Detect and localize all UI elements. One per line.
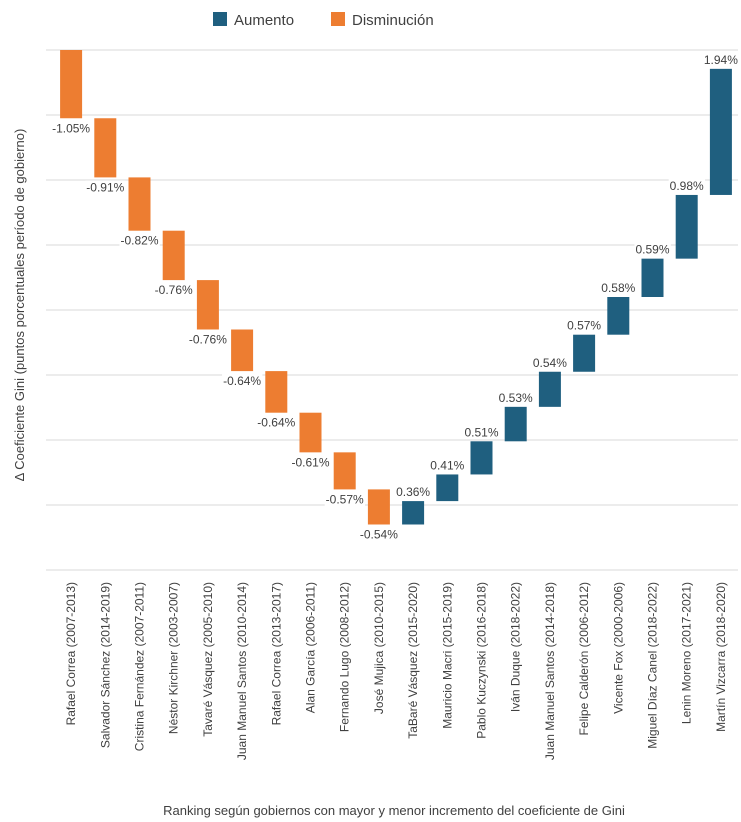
category-tick-label: Néstor Kirchner (2003-2007) bbox=[167, 582, 181, 734]
bar bbox=[299, 412, 322, 453]
data-label-background bbox=[429, 458, 466, 473]
bar bbox=[367, 489, 390, 525]
category-tick-label: Vicente Fox (2000-2006) bbox=[611, 582, 625, 714]
data-label-background bbox=[395, 485, 432, 500]
data-label: -0.82% bbox=[120, 234, 158, 248]
data-label: 0.59% bbox=[635, 243, 669, 257]
data-label-background bbox=[222, 374, 263, 389]
data-label: 0.53% bbox=[499, 391, 533, 405]
legend-swatch-aumento bbox=[213, 12, 227, 26]
bars bbox=[60, 50, 732, 525]
bar bbox=[162, 230, 185, 281]
bar bbox=[641, 258, 664, 297]
data-label-background bbox=[600, 281, 637, 295]
data-label-background bbox=[463, 425, 500, 440]
bar bbox=[504, 406, 527, 442]
bar bbox=[231, 329, 254, 372]
category-tick-label: Felipe Calderón (2006-2012) bbox=[577, 582, 591, 735]
data-label: -0.64% bbox=[257, 416, 295, 430]
bar bbox=[675, 194, 698, 259]
data-label: 0.36% bbox=[396, 485, 430, 499]
category-tick-label: Fernando Lugo (2008-2012) bbox=[338, 582, 352, 732]
category-tick-label: TaBaré Vásquez (2015-2020) bbox=[406, 582, 420, 739]
y-axis-title: Δ Coeficiente Gini (puntos porcentuales … bbox=[12, 129, 27, 482]
category-tick-label: José Mujica (2010-2015) bbox=[372, 582, 386, 714]
data-label-background bbox=[634, 242, 671, 257]
category-tick-label: Juan Manuel Santos (2010-2014) bbox=[235, 582, 249, 760]
data-label: -0.76% bbox=[155, 283, 193, 297]
bar bbox=[470, 441, 493, 475]
data-label-background bbox=[51, 121, 92, 136]
data-label: -0.54% bbox=[360, 528, 398, 542]
bar bbox=[196, 280, 219, 330]
data-label: 0.51% bbox=[464, 425, 498, 439]
data-label: 0.58% bbox=[601, 281, 635, 295]
category-tick-label: Iván Duque (2018-2022) bbox=[509, 582, 523, 712]
bar bbox=[265, 371, 288, 413]
category-tick-label: Juan Manuel Santos (2014-2018) bbox=[543, 582, 557, 760]
category-tick-label: Alan García (2006-2011) bbox=[304, 582, 318, 713]
bar bbox=[60, 50, 83, 119]
bar bbox=[436, 474, 459, 502]
bar bbox=[94, 118, 117, 178]
data-label-background bbox=[566, 318, 603, 333]
data-label-background bbox=[531, 355, 569, 370]
bar bbox=[402, 501, 425, 525]
data-label: 0.98% bbox=[670, 179, 704, 193]
data-label: -0.91% bbox=[86, 180, 124, 194]
data-label: 1.94% bbox=[704, 53, 738, 67]
category-tick-label: Lenin Moreno (2017-2021) bbox=[680, 582, 694, 724]
data-label-background bbox=[85, 180, 126, 195]
data-label: -0.64% bbox=[223, 374, 261, 388]
data-label: -0.61% bbox=[291, 455, 329, 469]
bar bbox=[128, 177, 151, 231]
legend: Aumento Disminución bbox=[213, 12, 434, 29]
bar bbox=[607, 297, 630, 335]
data-label-background bbox=[668, 178, 706, 193]
data-label-background bbox=[324, 492, 366, 507]
bar bbox=[333, 452, 356, 490]
category-tick-label: Cristina Fernández (2007-2011) bbox=[133, 582, 147, 751]
data-label: -0.76% bbox=[189, 333, 227, 347]
data-label-background bbox=[256, 415, 297, 430]
category-tick-label: Martín Vizcarra (2018-2020) bbox=[714, 582, 728, 732]
data-label-background bbox=[153, 283, 195, 298]
bar bbox=[709, 68, 732, 195]
bar bbox=[538, 371, 561, 407]
data-label: -1.05% bbox=[52, 121, 90, 135]
category-tick-label: Pablo Kuczynski (2016-2018) bbox=[475, 582, 489, 739]
data-label: 0.41% bbox=[430, 458, 464, 472]
category-tick-label: Miguel Díaz Canel (2018-2022) bbox=[646, 582, 660, 749]
x-axis-title: Ranking según gobiernos con mayor y meno… bbox=[163, 803, 625, 818]
category-tick-labels: Rafael Correa (2007-2013) Salvador Sánche… bbox=[64, 582, 728, 760]
data-label: -0.57% bbox=[326, 492, 364, 506]
data-label-background bbox=[290, 455, 331, 470]
category-tick-label: Tavaré Vásquez (2005-2010) bbox=[201, 582, 215, 737]
data-label-background bbox=[702, 52, 740, 67]
data-label-background bbox=[358, 527, 400, 542]
category-tick-label: Rafael Correa (2013-2017) bbox=[269, 582, 283, 725]
category-tick-label: Salvador Sánchez (2014-2019) bbox=[98, 582, 112, 748]
data-labels: -1.05% -0.91% -0.82% -0.76% -0.76% -0.64% -0.6… bbox=[51, 52, 740, 542]
legend-label-aumento: Aumento bbox=[234, 12, 294, 29]
data-label: 0.54% bbox=[533, 356, 567, 370]
category-tick-label: Mauricio Macri (2015-2019) bbox=[440, 582, 454, 729]
data-label: 0.57% bbox=[567, 319, 601, 333]
category-tick-label: Rafael Correa (2007-2013) bbox=[64, 582, 78, 725]
legend-swatch-disminucion bbox=[331, 12, 345, 26]
legend-label-disminucion: Disminución bbox=[352, 12, 434, 29]
bar bbox=[573, 334, 596, 372]
data-label-background bbox=[497, 390, 535, 405]
data-label-background bbox=[119, 233, 160, 248]
data-label-background bbox=[187, 332, 229, 347]
gridlines bbox=[46, 49, 738, 571]
